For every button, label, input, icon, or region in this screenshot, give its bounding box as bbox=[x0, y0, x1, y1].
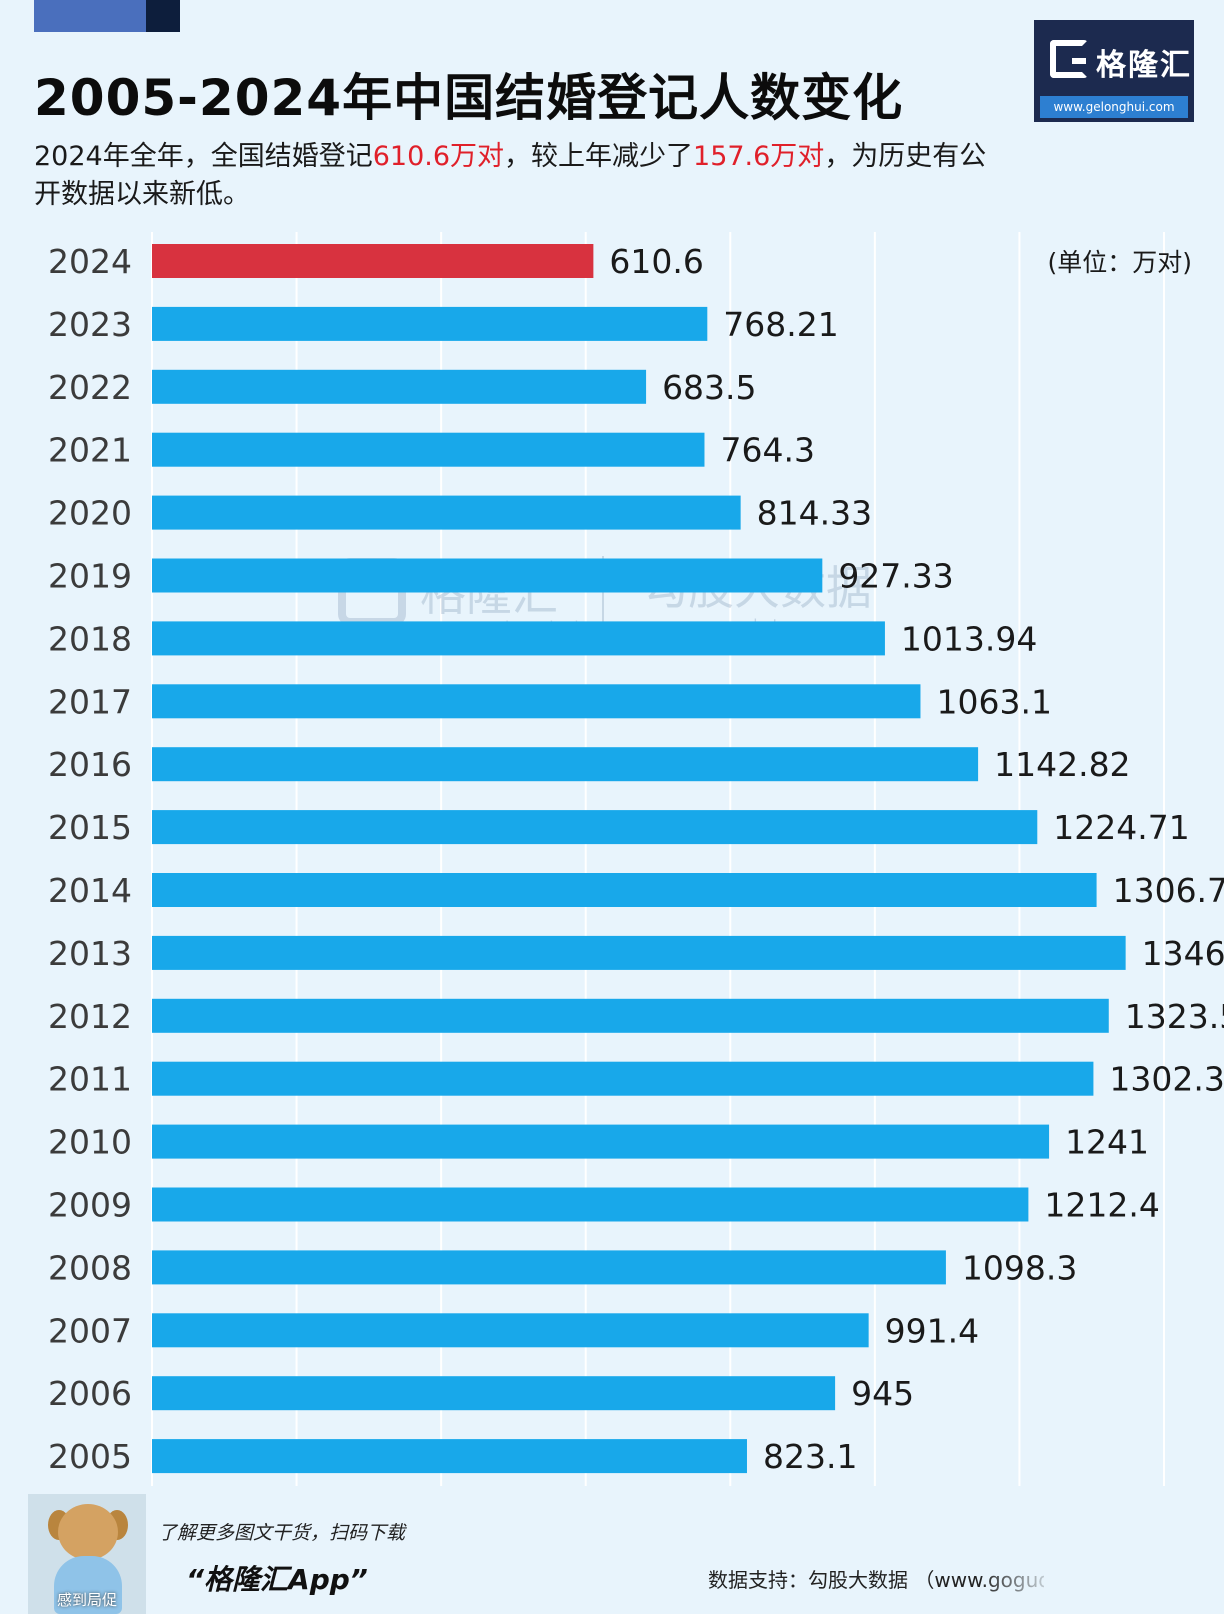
category-label-2017: 2017 bbox=[48, 682, 132, 721]
value-label-2021: 764.3 bbox=[720, 431, 814, 470]
subtitle-text-1: 2024年全年，全国结婚登记 bbox=[34, 141, 373, 172]
category-label-2010: 2010 bbox=[48, 1123, 132, 1162]
value-label-2009: 1212.4 bbox=[1044, 1186, 1159, 1225]
footer-promo: 了解更多图文干货，扫码下载 bbox=[158, 1522, 406, 1544]
bear-head bbox=[58, 1504, 118, 1560]
logo-url: www.gelonghui.com bbox=[1040, 96, 1188, 118]
labels: 2024 610.6 2023 768.21 2022 683.5 2021 764.3 202… bbox=[48, 242, 1224, 1476]
bar-2016 bbox=[152, 747, 979, 782]
value-label-2023: 768.21 bbox=[723, 305, 838, 344]
category-label-2015: 2015 bbox=[48, 808, 132, 847]
category-label-2020: 2020 bbox=[48, 494, 132, 533]
avatar: 感到局促 bbox=[28, 1494, 146, 1614]
value-label-2005: 823.1 bbox=[763, 1437, 857, 1476]
bear-body bbox=[54, 1556, 122, 1614]
bar-2005 bbox=[152, 1439, 747, 1474]
category-label-2016: 2016 bbox=[48, 745, 132, 784]
value-label-2020: 814.33 bbox=[757, 494, 872, 533]
value-label-2007: 991.4 bbox=[885, 1311, 979, 1350]
bar-2022 bbox=[152, 369, 647, 404]
bar-2012 bbox=[152, 998, 1109, 1033]
subtitle-highlight-total: 610.6万对 bbox=[372, 141, 505, 172]
value-label-2024: 610.6 bbox=[609, 242, 703, 281]
subtitle: 2024年全年，全国结婚登记610.6万对，较上年减少了157.6万对，为历史有… bbox=[34, 138, 994, 214]
bar-2019 bbox=[152, 558, 823, 593]
category-label-2023: 2023 bbox=[48, 305, 132, 344]
page-title: 2005-2024年中国结婚登记人数变化 bbox=[34, 69, 904, 127]
category-label-2019: 2019 bbox=[48, 557, 132, 596]
bar-2007 bbox=[152, 1313, 869, 1348]
category-label-2024: 2024 bbox=[48, 242, 132, 281]
value-label-2022: 683.5 bbox=[662, 368, 756, 407]
bar-2006 bbox=[152, 1376, 836, 1411]
bar-2014 bbox=[152, 873, 1097, 907]
value-label-2006: 945 bbox=[851, 1374, 914, 1413]
bar-2021 bbox=[152, 432, 705, 467]
category-label-2005: 2005 bbox=[48, 1437, 132, 1476]
bar-2011 bbox=[152, 1061, 1094, 1096]
value-label-2014: 1306.74 bbox=[1113, 871, 1224, 910]
category-label-2006: 2006 bbox=[48, 1374, 132, 1413]
bar-2017 bbox=[152, 684, 921, 719]
subtitle-text-3: ，为历史有公开数据以来新低。 bbox=[34, 141, 987, 210]
brand-logo[interactable]: 格隆汇 www.gelonghui.com bbox=[1034, 20, 1194, 122]
value-label-2018: 1013.94 bbox=[901, 619, 1037, 658]
bar-2008 bbox=[152, 1250, 946, 1285]
bar-2024 bbox=[152, 244, 594, 278]
footer-fade bbox=[980, 1556, 1180, 1594]
value-label-2015: 1224.71 bbox=[1053, 808, 1189, 847]
top-accent-block bbox=[146, 0, 180, 32]
value-label-2016: 1142.82 bbox=[994, 745, 1130, 784]
bar-2013 bbox=[152, 935, 1126, 970]
value-label-2012: 1323.59 bbox=[1125, 997, 1224, 1036]
logo-name: 格隆汇 bbox=[1096, 48, 1192, 83]
bar-2023 bbox=[152, 306, 708, 341]
unit-label: (单位：万对) bbox=[1047, 248, 1192, 277]
category-label-2014: 2014 bbox=[48, 871, 132, 910]
bars bbox=[152, 244, 1126, 1474]
bar-2020 bbox=[152, 495, 741, 530]
value-label-2017: 1063.1 bbox=[936, 682, 1051, 721]
subtitle-highlight-decrease: 157.6万对 bbox=[693, 141, 825, 172]
category-label-2021: 2021 bbox=[48, 431, 132, 470]
value-label-2010: 1241 bbox=[1065, 1123, 1149, 1162]
category-label-2009: 2009 bbox=[48, 1186, 132, 1225]
top-accent-bar bbox=[34, 0, 150, 32]
bar-2018 bbox=[152, 621, 885, 656]
subtitle-text-2: ，较上年减少了 bbox=[504, 141, 694, 172]
value-label-2008: 1098.3 bbox=[962, 1248, 1077, 1287]
category-label-2022: 2022 bbox=[48, 368, 132, 407]
grid-lines bbox=[151, 232, 1165, 1486]
category-label-2008: 2008 bbox=[48, 1248, 132, 1287]
category-label-2013: 2013 bbox=[48, 934, 132, 973]
category-label-2012: 2012 bbox=[48, 997, 132, 1036]
value-label-2019: 927.33 bbox=[838, 557, 953, 596]
category-label-2011: 2011 bbox=[48, 1060, 132, 1099]
logo-g-icon bbox=[1050, 40, 1088, 78]
bar-2010 bbox=[152, 1124, 1050, 1159]
bar-2009 bbox=[152, 1187, 1029, 1222]
value-label-2013: 1346.93 bbox=[1142, 934, 1224, 973]
category-label-2007: 2007 bbox=[48, 1311, 132, 1350]
avatar-caption: 感到局促 bbox=[56, 1591, 117, 1609]
value-label-2011: 1302.36 bbox=[1109, 1060, 1224, 1099]
footer-app-name[interactable]: “格隆汇App” bbox=[186, 1563, 368, 1596]
bar-2015 bbox=[152, 810, 1038, 845]
category-label-2018: 2018 bbox=[48, 619, 132, 658]
